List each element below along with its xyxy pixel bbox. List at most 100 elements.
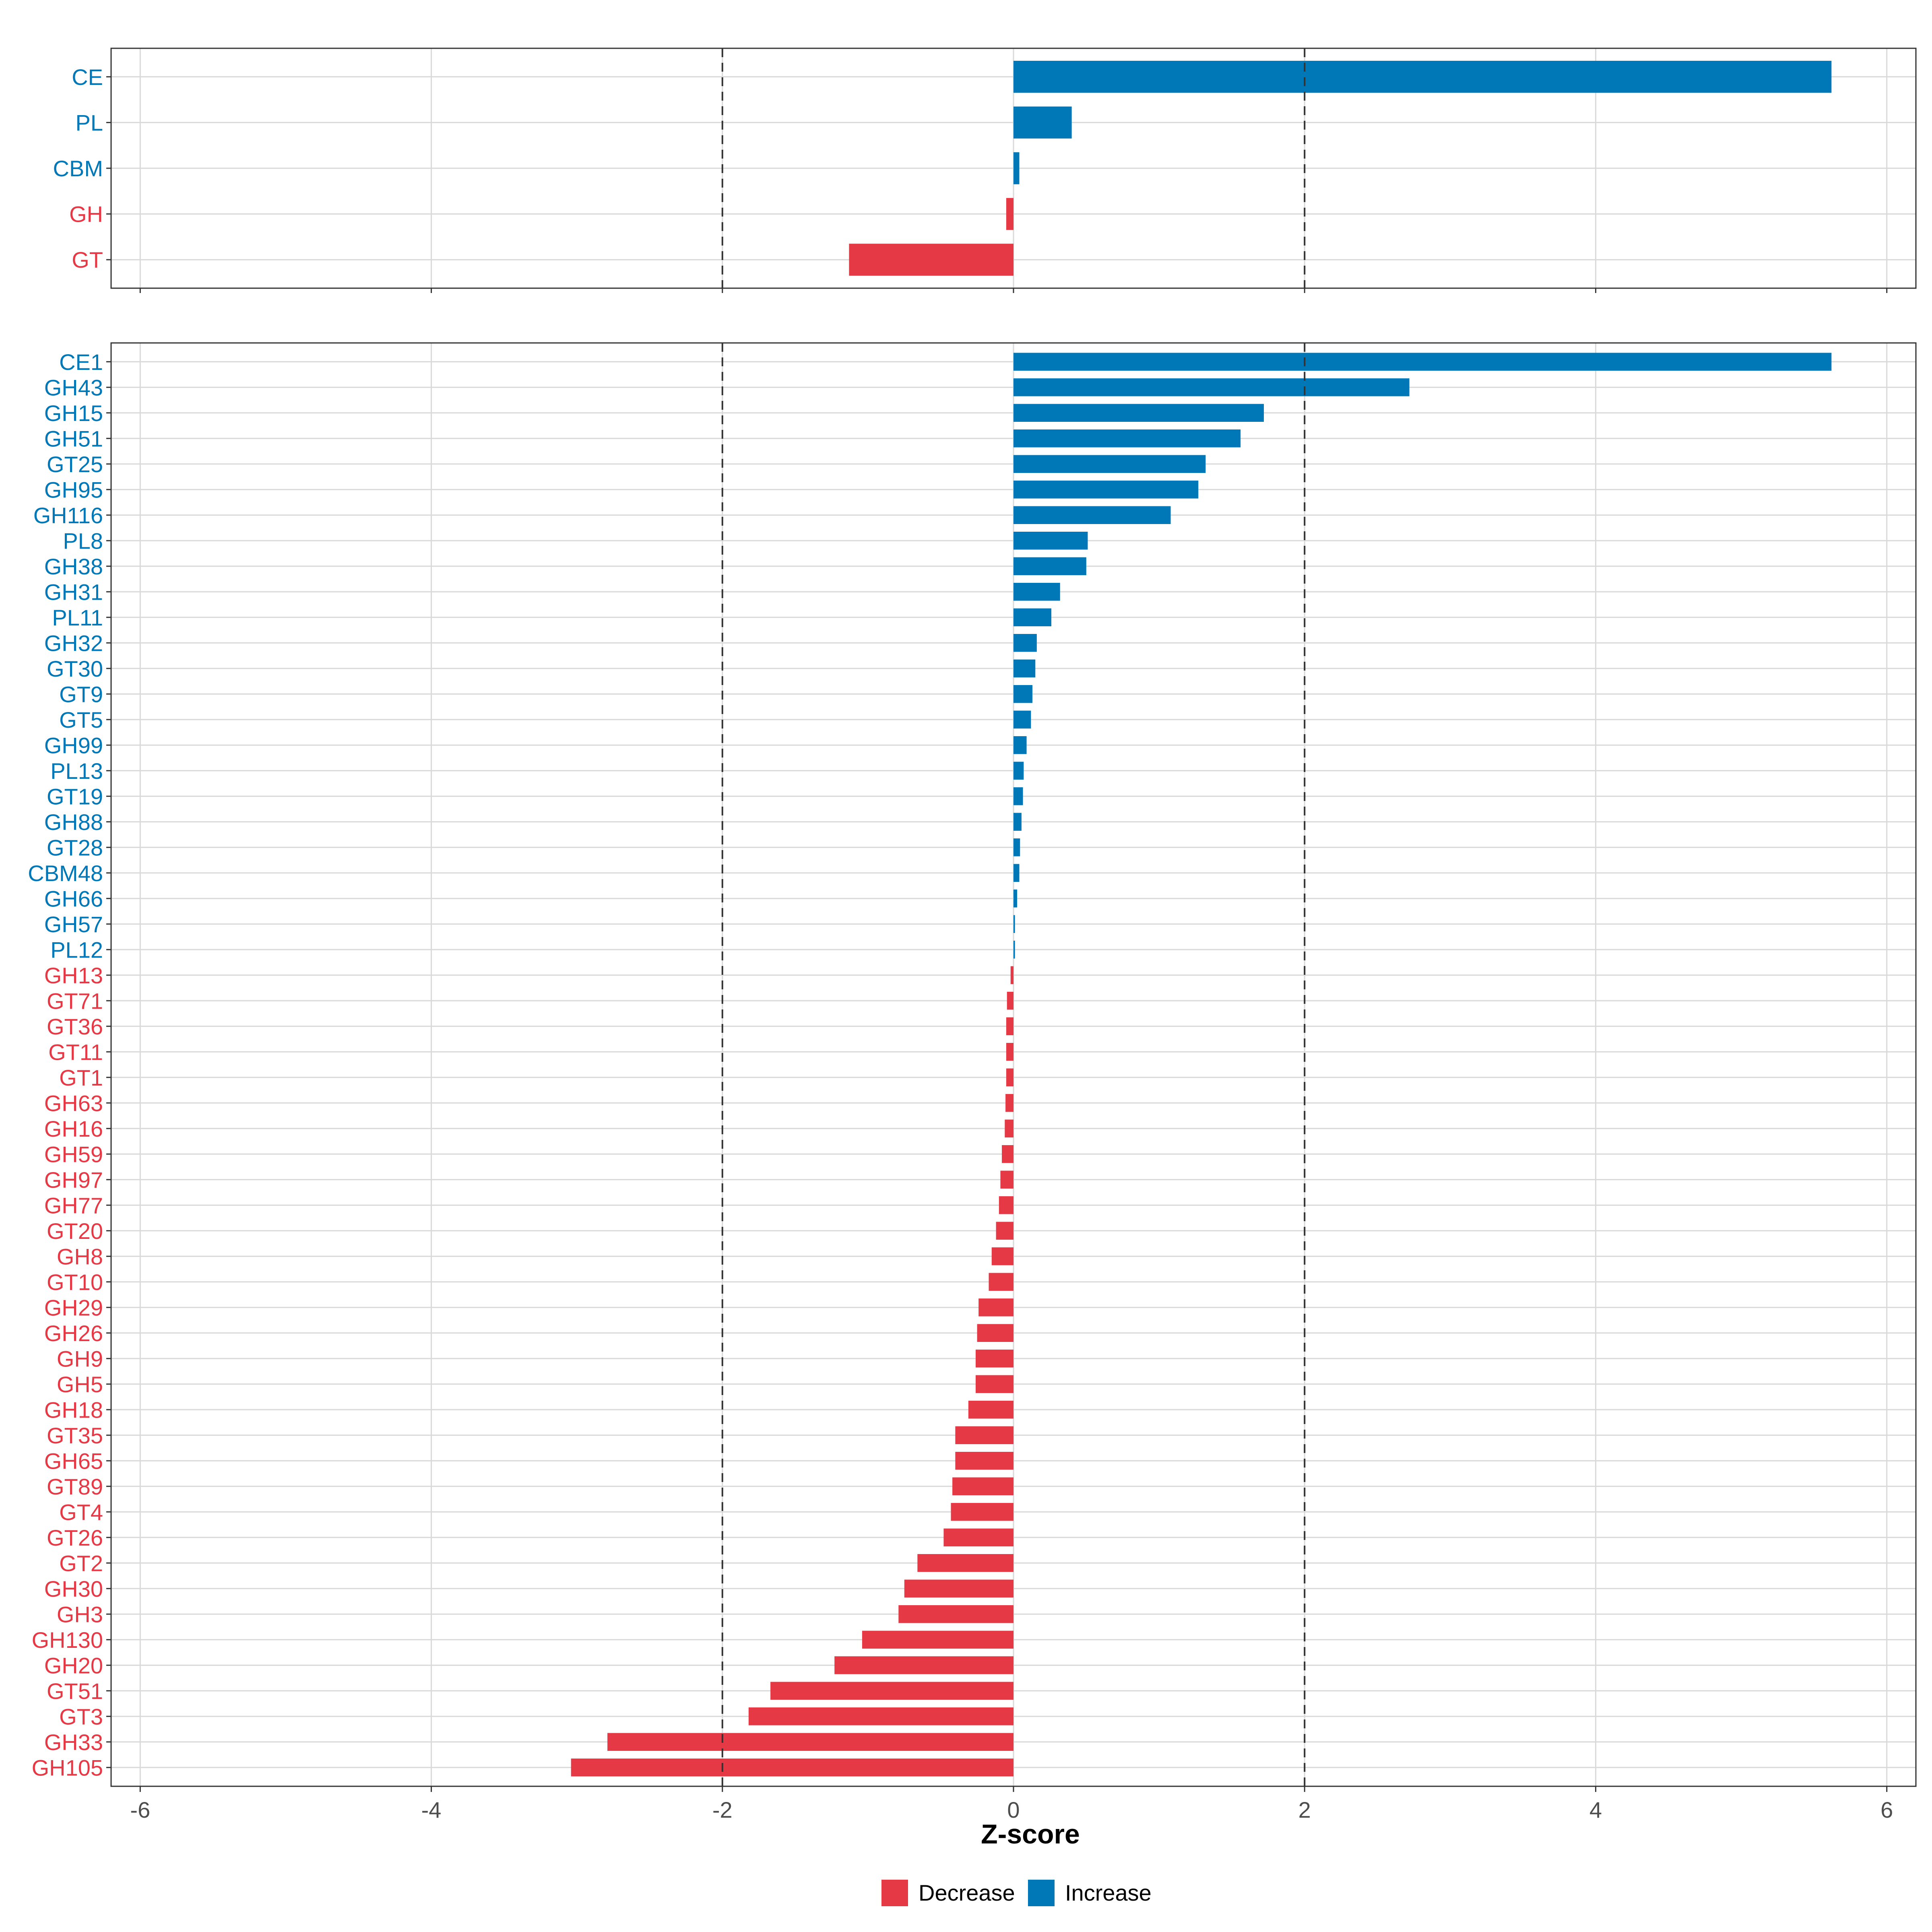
- category-label: GH63: [44, 1090, 103, 1116]
- bar: [1013, 890, 1018, 908]
- category-label: GH59: [44, 1141, 103, 1167]
- legend: Decrease Increase: [881, 1880, 1152, 1906]
- bar: [1013, 152, 1020, 184]
- category-label: GT11: [48, 1039, 103, 1065]
- x-tick-label: 2: [1298, 1797, 1311, 1823]
- bar: [996, 1222, 1013, 1240]
- category-label: GT4: [59, 1499, 103, 1525]
- x-tick-label: 0: [1007, 1797, 1020, 1823]
- category-label: GH33: [44, 1730, 103, 1755]
- category-label: GT35: [47, 1423, 103, 1448]
- bar: [607, 1733, 1013, 1751]
- category-label: GH57: [44, 912, 103, 937]
- category-label: GH31: [44, 579, 103, 605]
- category-label: GT3: [59, 1704, 103, 1729]
- x-tick-label: -4: [421, 1797, 442, 1823]
- bar: [834, 1656, 1013, 1674]
- bar: [1010, 966, 1013, 984]
- top-panel: CE PL CBM GH GT: [53, 47, 1917, 293]
- category-label: PL13: [50, 758, 103, 784]
- category-label: GH20: [44, 1653, 103, 1678]
- bar: [1013, 864, 1020, 882]
- category-label: GH30: [44, 1576, 103, 1602]
- category-label: GH8: [57, 1244, 103, 1269]
- category-label: GH9: [57, 1346, 103, 1371]
- bar: [968, 1401, 1013, 1419]
- category-label: GT1: [59, 1065, 103, 1090]
- bar: [1006, 1017, 1013, 1035]
- category-label: GT28: [47, 835, 103, 860]
- category-label: GT36: [47, 1014, 103, 1039]
- bar: [1013, 634, 1037, 652]
- bar: [1007, 992, 1013, 1010]
- category-label: GT9: [59, 681, 103, 707]
- x-tick-label: -2: [712, 1797, 733, 1823]
- category-label: GH3: [57, 1602, 103, 1627]
- bar: [975, 1375, 1013, 1393]
- x-tick-label: 4: [1589, 1797, 1602, 1823]
- category-label: CE1: [59, 349, 103, 375]
- bar: [1013, 557, 1086, 575]
- bar: [1013, 813, 1022, 831]
- category-label: PL: [76, 110, 103, 135]
- category-label: GT25: [47, 452, 103, 477]
- bar: [943, 1528, 1013, 1546]
- category-label: GH: [69, 202, 103, 227]
- bar: [1013, 787, 1023, 805]
- category-label: GT71: [47, 988, 103, 1013]
- bar: [955, 1426, 1013, 1444]
- bar: [1002, 1145, 1013, 1163]
- bar: [1013, 378, 1410, 396]
- bar: [1013, 710, 1031, 729]
- category-label: GH13: [44, 963, 103, 988]
- bar: [1000, 1170, 1013, 1189]
- increase-legend-swatch: [1028, 1880, 1055, 1906]
- category-label: CBM: [53, 156, 103, 181]
- bar: [952, 1477, 1013, 1495]
- bar: [1013, 506, 1171, 524]
- category-label: PL8: [63, 528, 103, 553]
- bar: [1006, 198, 1013, 230]
- bar: [951, 1503, 1013, 1521]
- category-label: GH43: [44, 375, 103, 400]
- bar: [1013, 838, 1020, 857]
- category-label: GH95: [44, 477, 103, 502]
- category-label: GT26: [47, 1525, 103, 1550]
- category-label: GT30: [47, 656, 103, 681]
- bar: [1013, 429, 1241, 448]
- bar: [955, 1452, 1013, 1470]
- bar: [977, 1324, 1013, 1342]
- bar: [770, 1682, 1013, 1700]
- x-tick-label: 6: [1880, 1797, 1893, 1823]
- bar: [1013, 941, 1015, 959]
- category-label: GH116: [33, 503, 103, 528]
- bar: [1013, 608, 1052, 626]
- category-label: GH97: [44, 1167, 103, 1193]
- category-label: GT2: [59, 1550, 103, 1576]
- bar: [1013, 583, 1060, 601]
- bar: [989, 1273, 1013, 1291]
- bar: [849, 244, 1013, 276]
- category-label: GH38: [44, 554, 103, 579]
- bar: [1013, 455, 1206, 473]
- category-label: GH88: [44, 809, 103, 835]
- bar: [999, 1196, 1013, 1214]
- bar: [1013, 915, 1015, 933]
- bar: [1013, 659, 1036, 677]
- category-label: GH130: [32, 1627, 103, 1653]
- category-label: GH105: [32, 1755, 103, 1780]
- bar: [1013, 532, 1088, 550]
- category-label: CBM48: [28, 861, 103, 886]
- x-axis-title: Z-score: [981, 1819, 1080, 1849]
- bottom-panel: CE1GH43GH15GH51GT25GH95GH116PL8GH38GH31P…: [28, 342, 1917, 1787]
- category-label: GH32: [44, 630, 103, 656]
- category-label: GH66: [44, 886, 103, 911]
- bar: [991, 1247, 1013, 1265]
- x-tick-label: -6: [130, 1797, 150, 1823]
- bar: [917, 1554, 1013, 1572]
- category-label: GH51: [44, 426, 103, 451]
- bar: [898, 1605, 1013, 1623]
- x-axis: -6 -4 -2 0 2 4 6: [130, 1786, 1893, 1823]
- bar: [1005, 1094, 1013, 1112]
